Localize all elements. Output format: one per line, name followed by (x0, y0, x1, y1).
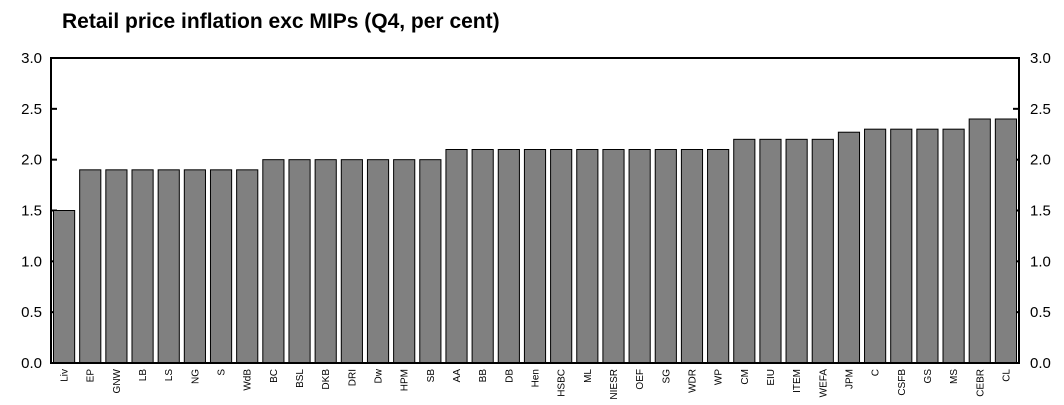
bar-sb (419, 159, 442, 364)
bar-s (209, 169, 233, 364)
bar-hsbc (550, 149, 573, 364)
bar-dw (366, 159, 390, 364)
x-tick-label: HSBC (557, 369, 568, 397)
bar-aa (445, 149, 468, 364)
x-tick-label: DRI (347, 369, 358, 386)
y-tick-label-right: 2.0 (1030, 152, 1051, 169)
bar-cl (994, 118, 1017, 364)
y-tick-label-right: 0.5 (1030, 304, 1051, 321)
bar-bb (471, 149, 494, 364)
x-tick-label: GS (923, 369, 934, 384)
x-tick-label: JPM (844, 369, 855, 389)
x-tick-label: S (217, 369, 228, 376)
x-tick-label: Liv (60, 369, 71, 382)
y-tick-label-right: 2.5 (1030, 101, 1051, 118)
x-tick-label: WdB (243, 369, 254, 391)
x-tick-label: LB (138, 369, 149, 382)
bar-series (53, 118, 1017, 364)
x-tick-label: SG (661, 369, 672, 384)
bar-ms (942, 128, 965, 364)
bar-ng (183, 169, 206, 364)
bar-niesr (602, 149, 625, 364)
x-tick-label: GNW (112, 368, 123, 393)
x-tick-label: HPM (400, 369, 411, 391)
bar-ls (157, 169, 180, 364)
x-tick-label: BC (269, 369, 280, 383)
x-tick-label: EP (86, 369, 97, 383)
plot-frame (50, 57, 1020, 364)
x-tick-label: Hen (531, 369, 542, 387)
y-tick-label-left: 2.0 (21, 152, 42, 169)
y-tick-label-right: 1.0 (1030, 253, 1051, 270)
y-tick-label-left: 2.5 (21, 101, 42, 118)
y-tick-label-right: 0.0 (1030, 355, 1051, 372)
y-tick-label-right: 3.0 (1030, 50, 1051, 67)
bar-dri (340, 159, 363, 364)
bar-gs (916, 128, 939, 364)
x-tick-label: C (871, 369, 882, 376)
x-tick-label: ITEM (792, 369, 803, 393)
bar-gnw (105, 169, 128, 364)
bar-lb (131, 169, 154, 364)
x-tick-label: WDR (687, 369, 698, 393)
bar-cm (733, 138, 756, 364)
x-tick-label: NG (190, 369, 201, 384)
x-tick-label: ML (583, 369, 594, 383)
bar-wdb (236, 169, 259, 364)
bar-item (785, 138, 808, 364)
x-tick-label: Dw (374, 368, 385, 383)
bar-oef (628, 149, 651, 364)
x-axis-labels: Liv EP GNW LB LS NG S WdB BC BSL DKB DRI Dw HPM SB AA BB… (60, 368, 1013, 399)
y-tick-label-left: 1.0 (21, 253, 42, 270)
x-tick-label: SB (426, 369, 437, 383)
x-tick-label: CM (740, 369, 751, 385)
x-tick-label: NIESR (609, 369, 620, 400)
x-tick-label: WEFA (818, 369, 829, 398)
y-tick-label-left: 1.5 (21, 203, 42, 220)
bar-bc (262, 159, 285, 364)
bar-jpm (837, 131, 861, 364)
x-tick-label: MS (949, 369, 960, 384)
bar-sg (654, 149, 677, 364)
bar-hen (523, 149, 547, 364)
x-tick-label: WP (714, 369, 725, 385)
y-tick-label-left: 0.0 (21, 355, 42, 372)
x-tick-label: CL (1001, 369, 1012, 382)
bar-cebr (968, 118, 991, 364)
bar-eiu (759, 138, 782, 364)
x-tick-label: CSFB (897, 369, 908, 396)
bar-csfb (890, 128, 913, 364)
x-tick-label: AA (452, 369, 463, 383)
bar-hpm (393, 159, 416, 364)
y-tick-label-right: 1.5 (1030, 203, 1051, 220)
x-tick-label: EIU (766, 369, 777, 386)
bar-ml (576, 149, 599, 364)
y-tick-label-left: 0.5 (21, 304, 42, 321)
bar-wefa (811, 138, 834, 364)
bar-wp (707, 149, 730, 364)
x-tick-label: LS (164, 369, 175, 382)
chart-title: Retail price inflation exc MIPs (Q4, per… (62, 10, 500, 33)
bar-bsl (288, 159, 311, 364)
bar-c (864, 128, 887, 364)
x-tick-label: CEBR (975, 369, 986, 397)
x-tick-label: BB (478, 369, 489, 383)
bar-wdr (680, 149, 704, 364)
x-tick-label: DKB (321, 369, 332, 390)
bar-dkb (314, 159, 337, 364)
x-tick-label: BSL (295, 369, 306, 388)
x-tick-label: DB (504, 369, 515, 383)
x-tick-label: OEF (635, 369, 646, 390)
right-y-axis: 0.0 0.5 1.0 1.5 2.0 2.5 3.0 (1013, 50, 1051, 372)
y-tick-label-left: 3.0 (21, 50, 42, 67)
bar-liv (53, 210, 76, 364)
bar-ep (79, 169, 102, 364)
bar-db (497, 149, 520, 364)
